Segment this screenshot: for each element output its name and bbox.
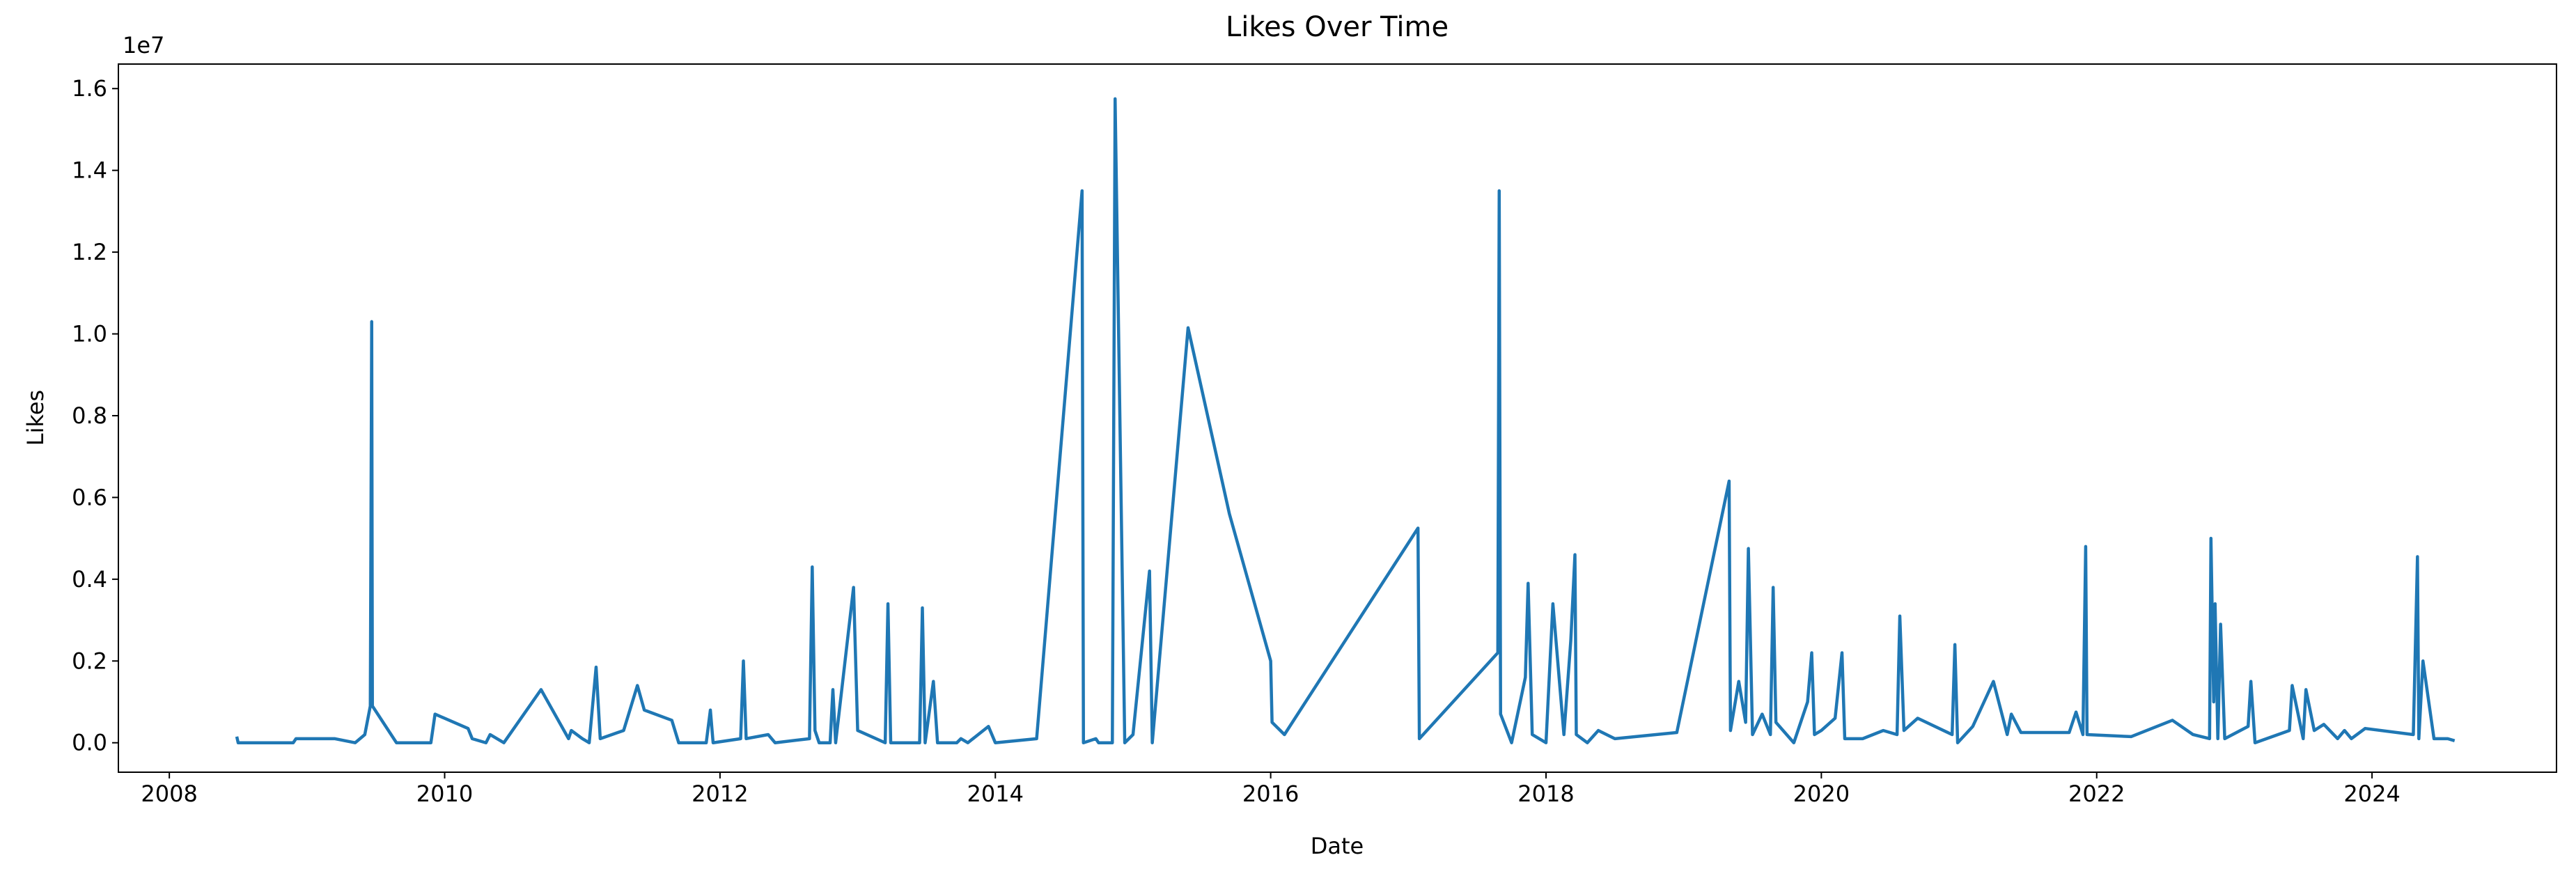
x-tick-label: 2018 [1517,781,1574,807]
y-tick-label: 1.0 [72,321,107,347]
data-line [235,97,2456,744]
x-tick-label: 2008 [141,781,197,807]
x-tick-label: 2014 [967,781,1024,807]
y-tick-label: 1.6 [72,75,107,102]
y-tick-label: 0.2 [72,648,107,674]
y-tick-label: 0.8 [72,402,107,429]
x-tick-label: 2012 [692,781,748,807]
y-axis-label: Likes [22,390,49,446]
y-tick-label: 1.4 [72,157,107,184]
x-axis-label: Date [1311,833,1364,859]
x-tick-label: 2022 [2068,781,2125,807]
y-tick-label: 0.6 [72,484,107,510]
y-offset-label: 1e7 [123,32,164,58]
x-tick-label: 2020 [1793,781,1850,807]
y-tick-label: 0.4 [72,566,107,593]
y-tick-label: 1.2 [72,239,107,265]
plot-frame [118,63,2557,773]
x-tick-label: 2010 [416,781,473,807]
y-tick-label: 0.0 [72,730,107,756]
x-tick-label: 2024 [2343,781,2400,807]
x-tick-label: 2016 [1242,781,1299,807]
chart-title: Likes Over Time [1226,11,1449,43]
